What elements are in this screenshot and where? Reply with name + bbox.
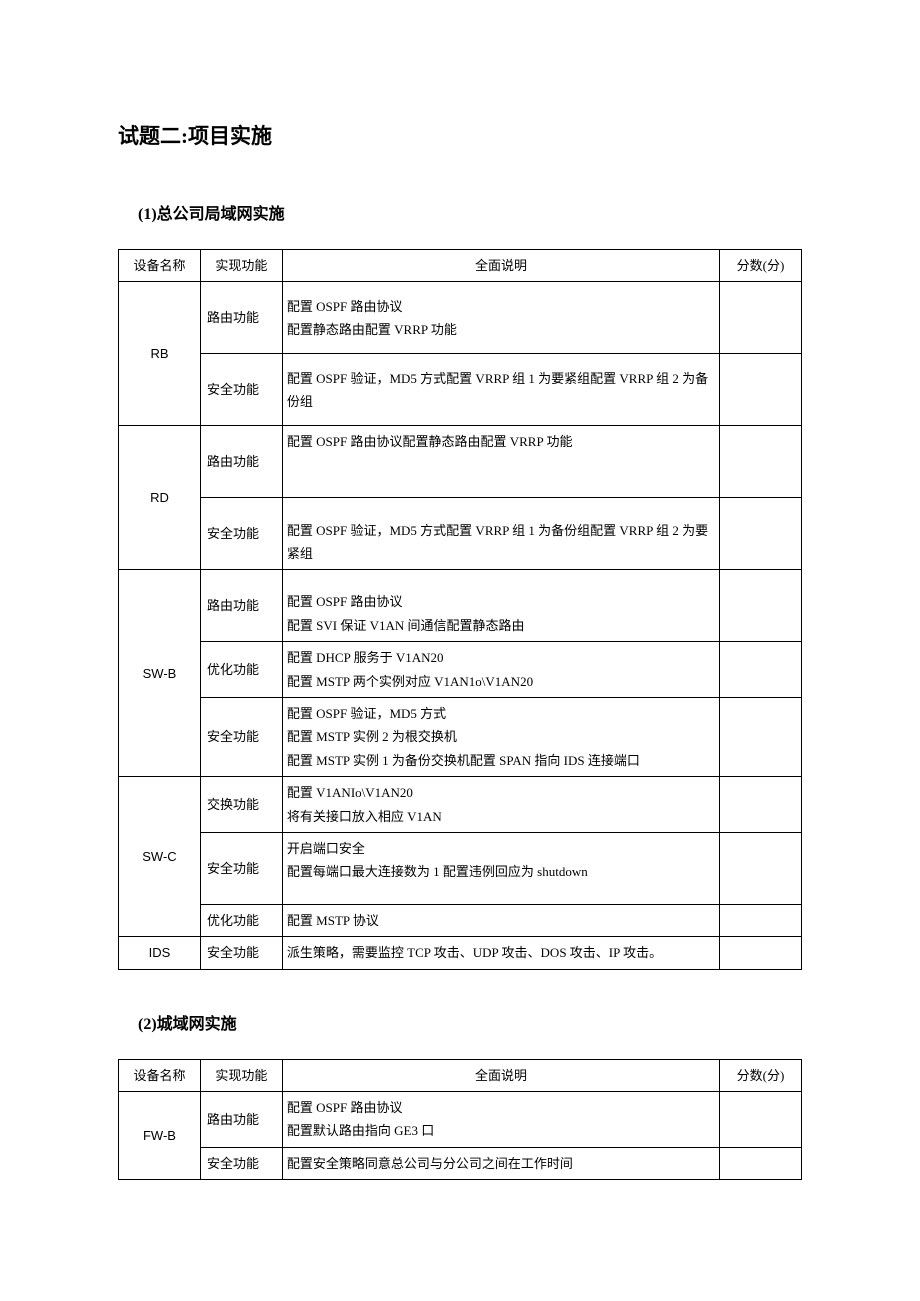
cell-func: 路由功能 [200,1092,282,1148]
cell-score [720,697,802,776]
th-desc: 全面说明 [282,1059,719,1091]
cell-score [720,904,802,936]
cell-desc: 配置 MSTP 协议 [282,904,719,936]
cell-desc: 派生策略，需要监控 TCP 攻击、UDP 攻击、DOS 攻击、IP 攻击。 [282,937,719,969]
cell-func: 路由功能 [200,426,282,498]
cell-func: 路由功能 [200,570,282,642]
th-desc: 全面说明 [282,250,719,282]
table-row: 安全功能 配置 OSPF 验证，MD5 方式配置 MSTP 实例 2 为根交换机… [119,697,802,776]
section2-text: 城域网实施 [157,1016,237,1033]
cell-func: 安全功能 [200,697,282,776]
cell-score [720,937,802,969]
table-row: SW-B 路由功能 配置 OSPF 路由协议配置 SVI 保证 V1AN 间通信… [119,570,802,642]
th-func: 实现功能 [200,1059,282,1091]
cell-desc: 配置 OSPF 验证，MD5 方式配置 MSTP 实例 2 为根交换机配置 MS… [282,697,719,776]
cell-score [720,498,802,570]
cell-score [720,354,802,426]
table-row: 安全功能 配置 OSPF 验证，MD5 方式配置 VRRP 组 1 为要紧组配置… [119,354,802,426]
th-device: 设备名称 [119,1059,201,1091]
table-row: 安全功能 配置安全策略同意总公司与分公司之间在工作时间 [119,1147,802,1179]
table-row: RD 路由功能 配置 OSPF 路由协议配置静态路由配置 VRRP 功能 [119,426,802,498]
table-row: 优化功能 配置 DHCP 服务于 V1AN20配置 MSTP 两个实例对应 V1… [119,642,802,698]
cell-device: IDS [119,937,201,969]
cell-desc: 配置 OSPF 路由协议配置默认路由指向 GE3 口 [282,1092,719,1148]
cell-desc: 配置 OSPF 验证，MD5 方式配置 VRRP 组 1 为备份组配置 VRRP… [282,498,719,570]
cell-func: 安全功能 [200,498,282,570]
cell-func: 安全功能 [200,937,282,969]
table-header-row: 设备名称 实现功能 全面说明 分数(分) [119,1059,802,1091]
cell-score [720,1147,802,1179]
table-row: 安全功能 配置 OSPF 验证，MD5 方式配置 VRRP 组 1 为备份组配置… [119,498,802,570]
table-row: 优化功能 配置 MSTP 协议 [119,904,802,936]
section1-text: 总公司局域网实施 [157,206,285,223]
cell-func: 交换功能 [200,777,282,833]
table-row: SW-C 交换功能 配置 V1ANIo\V1AN20将有关接口放入相应 V1AN [119,777,802,833]
table-man: 设备名称 实现功能 全面说明 分数(分) FW-B 路由功能 配置 OSPF 路… [118,1059,802,1181]
table-row: RB 路由功能 配置 OSPF 路由协议配置静态路由配置 VRRP 功能 [119,282,802,354]
cell-device: RD [119,426,201,570]
cell-score [720,570,802,642]
cell-score [720,1092,802,1148]
table-row: FW-B 路由功能 配置 OSPF 路由协议配置默认路由指向 GE3 口 [119,1092,802,1148]
cell-score [720,832,802,904]
th-func: 实现功能 [200,250,282,282]
cell-desc: 配置 OSPF 验证，MD5 方式配置 VRRP 组 1 为要紧组配置 VRRP… [282,354,719,426]
page-title: 试题二:项目实施 [118,120,802,150]
section1-num: (1) [138,206,157,223]
table-row: IDS 安全功能 派生策略，需要监控 TCP 攻击、UDP 攻击、DOS 攻击、… [119,937,802,969]
cell-desc: 配置 DHCP 服务于 V1AN20配置 MSTP 两个实例对应 V1AN1o\… [282,642,719,698]
cell-device: FW-B [119,1092,201,1180]
table-row: 安全功能 开启端口安全配置每端口最大连接数为 1 配置违例回应为 shutdow… [119,832,802,904]
table-lan: 设备名称 实现功能 全面说明 分数(分) RB 路由功能 配置 OSPF 路由协… [118,249,802,970]
cell-func: 优化功能 [200,904,282,936]
cell-func: 优化功能 [200,642,282,698]
cell-func: 安全功能 [200,354,282,426]
cell-func: 安全功能 [200,1147,282,1179]
cell-func: 路由功能 [200,282,282,354]
th-score: 分数(分) [720,250,802,282]
th-score: 分数(分) [720,1059,802,1091]
cell-score [720,777,802,833]
cell-desc: 配置 V1ANIo\V1AN20将有关接口放入相应 V1AN [282,777,719,833]
table-header-row: 设备名称 实现功能 全面说明 分数(分) [119,250,802,282]
cell-score [720,282,802,354]
cell-desc: 配置 OSPF 路由协议配置静态路由配置 VRRP 功能 [282,282,719,354]
section2-num: (2) [138,1016,157,1033]
section1-title: (1)总公司局域网实施 [138,200,802,224]
cell-desc: 配置 OSPF 路由协议配置 SVI 保证 V1AN 间通信配置静态路由 [282,570,719,642]
cell-score [720,426,802,498]
cell-score [720,642,802,698]
cell-desc: 配置安全策略同意总公司与分公司之间在工作时间 [282,1147,719,1179]
cell-desc: 配置 OSPF 路由协议配置静态路由配置 VRRP 功能 [282,426,719,498]
cell-device: SW-B [119,570,201,777]
cell-device: SW-C [119,777,201,937]
th-device: 设备名称 [119,250,201,282]
cell-device: RB [119,282,201,426]
section2-title: (2)城域网实施 [138,1010,802,1034]
cell-desc: 开启端口安全配置每端口最大连接数为 1 配置违例回应为 shutdown [282,832,719,904]
cell-func: 安全功能 [200,832,282,904]
